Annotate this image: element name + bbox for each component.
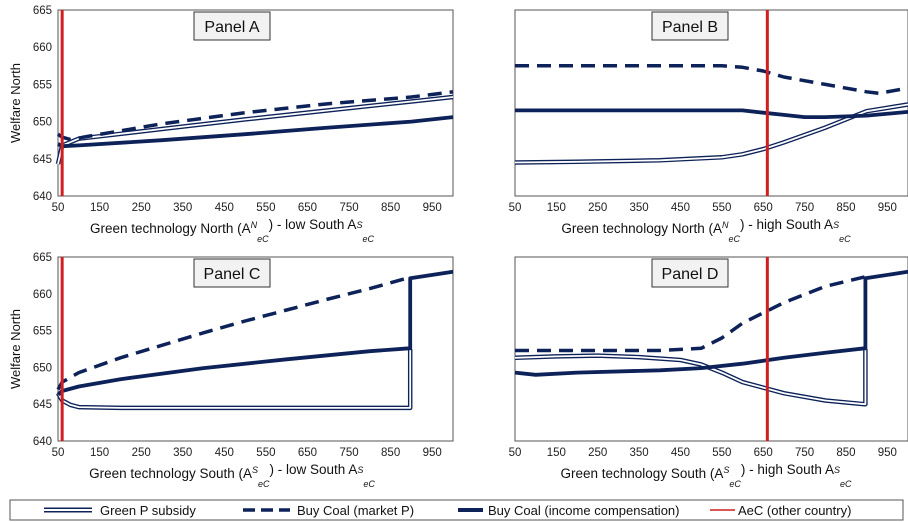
- panel-title-text: Panel B: [662, 19, 718, 36]
- legend: Green P subsidy Buy Coal (market P) Buy …: [9, 499, 904, 521]
- x-tick-label: 550: [256, 447, 275, 459]
- x-tick-label: 550: [256, 202, 275, 214]
- y-tick-label: 645: [33, 154, 52, 166]
- series-buy-coal-income-compensation: [57, 115, 454, 149]
- x-tick-label: 650: [298, 202, 317, 214]
- y-tick-label: 650: [33, 362, 52, 374]
- x-tick-label: 750: [339, 447, 358, 459]
- legend-item-green-p-subsidy: Green P subsidy: [44, 503, 196, 518]
- x-tick-label: 250: [588, 202, 607, 214]
- x-tick-label: 50: [509, 447, 522, 459]
- x-tick-label: 250: [132, 447, 151, 459]
- x-tick-label: 550: [712, 202, 731, 214]
- x-tick-label: 950: [423, 202, 442, 214]
- x-tick-label: 950: [878, 447, 897, 459]
- panel-title: Panel A: [193, 11, 271, 41]
- series-buy-coal-income-compensation: [56, 269, 454, 397]
- panel-title: Panel D: [651, 258, 729, 288]
- y-tick-label: 660: [33, 42, 52, 54]
- series-green-p-subsidy: [514, 102, 908, 165]
- legend-label: Green P subsidy: [100, 503, 196, 518]
- panel-d: 50 150 250 350 450 550 650 750 850 950 Green techn…: [509, 256, 908, 489]
- legend-item-buy-coal-income-compensation: Buy Coal (income compensation): [458, 503, 679, 518]
- y-axis-label: Welfare North: [8, 63, 23, 143]
- y-tick-label: 665: [33, 5, 52, 17]
- x-axis-label: Green technology North (ANeC) - low Sout…: [90, 217, 374, 244]
- x-tick-label: 850: [381, 202, 400, 214]
- x-tick-label: 450: [671, 447, 690, 459]
- series-buy-coal-income-compensation: [515, 108, 908, 119]
- x-tick-label: 150: [547, 447, 566, 459]
- x-tick-label: 50: [52, 202, 65, 214]
- y-tick-label: 640: [33, 436, 52, 448]
- series-buy-coal-market-p: [56, 275, 410, 391]
- x-tick-label: 650: [298, 447, 317, 459]
- y-tick-label: 660: [33, 289, 52, 301]
- x-tick-label: 350: [173, 202, 192, 214]
- x-tick-label: 950: [878, 202, 897, 214]
- panel-title: Panel B: [651, 11, 729, 41]
- series-green-p-subsidy: [514, 349, 868, 407]
- x-tick-label: 50: [52, 447, 65, 459]
- x-axis-label: Green technology South (ASeC) - low Sout…: [89, 462, 375, 489]
- legend-item-aec-other-country: AeC (other country): [710, 503, 851, 518]
- x-tick-label: 350: [630, 447, 649, 459]
- legend-label: Buy Coal (market P): [297, 503, 414, 518]
- x-tick-label: 950: [423, 447, 442, 459]
- panel-title-text: Panel C: [204, 266, 261, 283]
- x-tick-label: 250: [132, 202, 151, 214]
- x-tick-label: 850: [836, 202, 855, 214]
- x-tick-label: 450: [671, 202, 690, 214]
- legend-label: AeC (other country): [738, 503, 851, 518]
- x-tick-label: 750: [339, 202, 358, 214]
- legend-item-buy-coal-market-p: Buy Coal (market P): [243, 503, 414, 518]
- legend-label: Buy Coal (income compensation): [488, 503, 679, 518]
- plot-frame: [514, 9, 908, 197]
- x-tick-label: 650: [754, 202, 773, 214]
- series-buy-coal-income-compensation: [514, 269, 908, 377]
- x-tick-label: 150: [90, 447, 109, 459]
- x-tick-label: 850: [381, 447, 400, 459]
- x-tick-label: 150: [547, 202, 566, 214]
- plot-frame: [57, 256, 454, 442]
- y-tick-label: 645: [33, 399, 52, 411]
- series-buy-coal-market-p: [515, 64, 908, 96]
- x-tick-label: 350: [630, 202, 649, 214]
- y-tick-label: 650: [33, 117, 52, 129]
- y-axis-label: Welfare North: [8, 309, 23, 389]
- x-tick-label: 450: [215, 202, 234, 214]
- x-axis-label: Green technology North (ANeC) - high Sou…: [561, 217, 851, 244]
- x-tick-label: 650: [754, 447, 773, 459]
- series-green-p-subsidy: [56, 349, 413, 411]
- x-tick-label: 450: [215, 447, 234, 459]
- series-buy-coal-market-p: [56, 90, 454, 142]
- plot-frame: [57, 9, 454, 197]
- y-tick-label: 655: [33, 326, 52, 338]
- x-tick-label: 350: [173, 447, 192, 459]
- panel-title: Panel C: [193, 258, 271, 288]
- x-tick-label: 250: [588, 447, 607, 459]
- y-tick-label: 665: [33, 252, 52, 264]
- x-tick-label: 750: [795, 202, 814, 214]
- panel-b: 50 150 250 350 450 550 650 750 850 950 Green techn…: [509, 9, 908, 244]
- x-tick-label: 850: [836, 447, 855, 459]
- series-buy-coal-market-p: [515, 275, 866, 353]
- panel-title-text: Panel A: [204, 19, 259, 36]
- series-green-p-subsidy: [55, 94, 454, 165]
- panel-c: 640 645 650 655 660 665 Welfare North 50 150 250 3…: [8, 252, 454, 489]
- panel-a: 640 645 650 655 660 665 Welfare North 50 150 250 3…: [8, 5, 454, 244]
- x-tick-label: 750: [795, 447, 814, 459]
- x-tick-label: 150: [90, 202, 109, 214]
- y-tick-label: 640: [33, 191, 52, 203]
- x-tick-label: 550: [712, 447, 731, 459]
- x-tick-label: 50: [509, 202, 522, 214]
- x-axis-label: Green technology South (ASeC) - high Sou…: [561, 462, 852, 489]
- panel-title-text: Panel D: [662, 266, 719, 283]
- y-tick-label: 655: [33, 79, 52, 91]
- legend-box: [9, 499, 904, 521]
